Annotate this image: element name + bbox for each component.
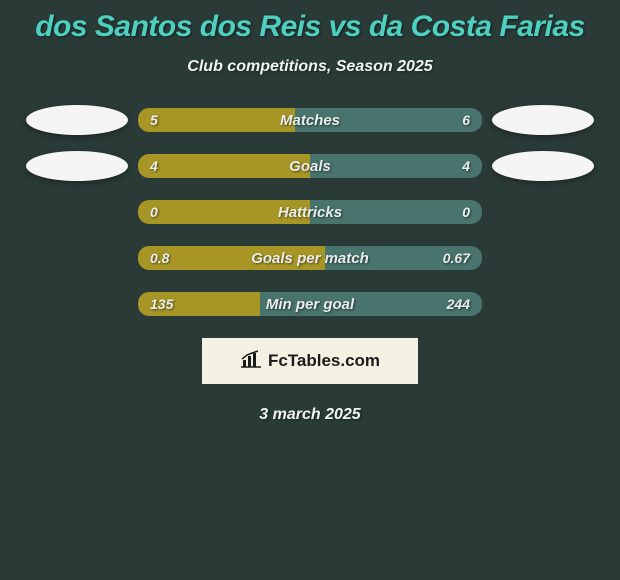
stats-container: 5 Matches 6 4 Goals 4 0 Hattricks [0,108,620,316]
left-avatar-slot [16,151,138,181]
brand-badge[interactable]: FcTables.com [202,338,418,384]
right-avatar-slot [482,105,604,135]
stat-row: 5 Matches 6 [0,108,620,132]
bar-left-fill [138,246,325,270]
subtitle: Club competitions, Season 2025 [0,58,620,76]
bar-left-fill [138,200,310,224]
stat-bar: 0 Hattricks 0 [138,200,482,224]
stat-bar: 0.8 Goals per match 0.67 [138,246,482,270]
bar-left-fill [138,292,260,316]
right-avatar-slot [482,151,604,181]
player-left-avatar [26,151,128,181]
stat-bar: 4 Goals 4 [138,154,482,178]
stat-row: 135 Min per goal 244 [0,292,620,316]
player-right-avatar [492,151,594,181]
stat-row: 0 Hattricks 0 [0,200,620,224]
page-title: dos Santos dos Reis vs da Costa Farias [0,0,620,44]
stat-bar: 135 Min per goal 244 [138,292,482,316]
bar-right-fill [310,200,482,224]
bar-chart-icon [240,350,262,373]
bar-right-fill [295,108,482,132]
left-avatar-slot [16,105,138,135]
brand-text: FcTables.com [268,351,380,371]
stat-row: 4 Goals 4 [0,154,620,178]
stat-bar: 5 Matches 6 [138,108,482,132]
player-right-avatar [492,105,594,135]
bar-right-fill [310,154,482,178]
bar-left-fill [138,108,295,132]
bar-left-fill [138,154,310,178]
date-label: 3 march 2025 [0,406,620,424]
stat-row: 0.8 Goals per match 0.67 [0,246,620,270]
bar-right-fill [260,292,482,316]
bar-right-fill [325,246,482,270]
player-left-avatar [26,105,128,135]
